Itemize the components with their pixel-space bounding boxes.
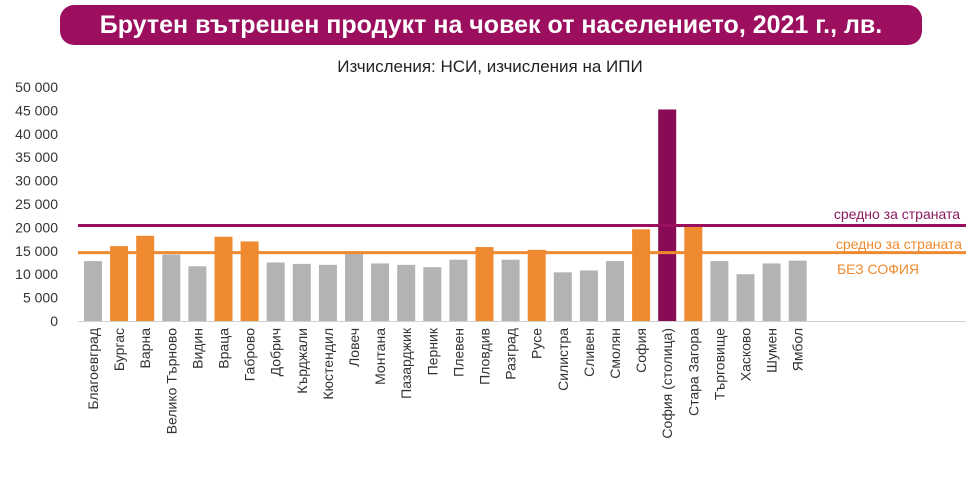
y-tick-label: 35 000 [15, 149, 58, 165]
bar [684, 225, 703, 321]
x-tick-label: Пазарджик [398, 327, 414, 399]
bar [501, 259, 520, 321]
x-tick-label: Търговище [711, 328, 727, 400]
x-tick-label: Велико Търново [163, 328, 179, 434]
x-tick-label: Шумен [764, 328, 780, 373]
bar [110, 246, 129, 321]
x-tick-label: Сливен [581, 328, 597, 377]
bar [527, 249, 546, 321]
bar [423, 267, 442, 321]
chart-title: Брутен вътрешен продукт на човек от насе… [99, 10, 883, 39]
x-tick-label: Враца [216, 328, 232, 369]
bar [658, 109, 677, 322]
x-tick-label: Стара Загора [685, 328, 701, 416]
y-tick-label: 0 [50, 313, 58, 329]
x-tick-label: Видин [189, 328, 205, 369]
x-tick-label: Ловеч [346, 328, 362, 367]
x-tick-label: София (столица) [659, 328, 675, 439]
bar [579, 270, 598, 321]
y-tick-label: 25 000 [15, 196, 58, 212]
x-tick-label: Русе [529, 328, 545, 359]
bar [266, 262, 285, 321]
national-average-label: средно за страната [834, 206, 960, 222]
bar [449, 259, 468, 321]
x-tick-label: Бургас [111, 328, 127, 371]
x-tick-label: Перник [424, 327, 440, 375]
bar [553, 272, 572, 321]
x-tick-label: Габрово [242, 328, 258, 381]
bar [736, 274, 755, 321]
x-tick-label: Монтана [372, 328, 388, 385]
y-tick-label: 15 000 [15, 243, 58, 259]
x-tick-label: Хасково [738, 328, 754, 381]
y-tick-label: 40 000 [15, 126, 58, 142]
x-tick-label: Плевен [450, 328, 466, 377]
average-excl-sofia-label-2: БЕЗ СОФИЯ [837, 261, 919, 277]
average-excl-sofia-label: средно за страната [836, 236, 962, 252]
x-tick-label: Ямбол [790, 328, 806, 371]
x-tick-label: София [633, 328, 649, 373]
x-tick-label: Добрич [268, 328, 284, 376]
chart-title-box: Брутен вътрешен продукт на човек от насе… [60, 5, 922, 45]
y-tick-label: 30 000 [15, 173, 58, 189]
bar [240, 241, 259, 321]
bar [214, 236, 233, 321]
bar [84, 261, 102, 321]
x-tick-label: Смолян [607, 328, 623, 379]
y-tick-label: 50 000 [15, 79, 58, 95]
x-tick-label: Варна [137, 328, 153, 369]
x-tick-label: Пловдив [477, 328, 493, 385]
bar [710, 261, 729, 321]
bar [475, 247, 494, 321]
bar [397, 264, 416, 321]
bar [371, 263, 390, 321]
bar [606, 261, 624, 321]
y-tick-label: 45 000 [15, 102, 58, 118]
y-tick-label: 10 000 [15, 266, 58, 282]
bar [788, 260, 807, 321]
bar [162, 254, 181, 321]
x-tick-label: Кюстендил [320, 328, 336, 400]
y-tick-label: 5 000 [23, 290, 58, 306]
x-tick-label: Кърджали [294, 328, 310, 394]
bar [632, 229, 651, 321]
x-tick-label: Разград [503, 328, 519, 380]
bar [136, 235, 155, 321]
y-tick-label: 20 000 [15, 219, 58, 235]
bar [318, 264, 337, 321]
chart-subtitle: Изчисления: НСИ, изчисления на ИПИ [337, 57, 643, 76]
x-tick-label: Силистра [555, 328, 571, 391]
bar [292, 263, 311, 321]
x-tick-label: Благоевград [85, 328, 101, 410]
bar [188, 266, 207, 321]
bar [345, 253, 363, 321]
bar [762, 263, 781, 321]
